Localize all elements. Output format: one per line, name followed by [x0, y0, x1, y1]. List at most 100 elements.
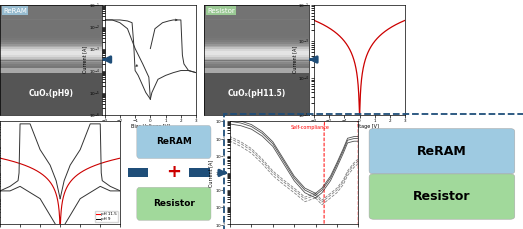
- Bar: [204, 73, 309, 114]
- Bar: [0, 23, 102, 25]
- Bar: [0, 42, 102, 44]
- Bar: [0, 74, 102, 75]
- Bar: [204, 98, 309, 100]
- Bar: [0, 64, 102, 66]
- Bar: [204, 57, 309, 59]
- Bar: [0, 83, 102, 85]
- Bar: [204, 59, 309, 60]
- Bar: [0, 109, 102, 111]
- Y-axis label: Current [A]: Current [A]: [208, 159, 213, 186]
- Bar: [204, 44, 309, 46]
- Bar: [204, 51, 309, 53]
- Bar: [0, 51, 102, 53]
- Bar: [204, 3, 309, 5]
- Bar: [0, 77, 102, 79]
- Bar: [204, 64, 309, 66]
- Text: ReRAM: ReRAM: [3, 8, 27, 14]
- Bar: [0, 10, 102, 12]
- Bar: [0, 27, 102, 29]
- Bar: [204, 14, 309, 16]
- Bar: [0, 72, 102, 74]
- Bar: [0, 57, 102, 59]
- Bar: [204, 101, 309, 103]
- Bar: [0, 85, 102, 87]
- Bar: [0, 75, 102, 77]
- Bar: [204, 85, 309, 87]
- Bar: [204, 96, 309, 98]
- Bar: [0, 59, 102, 60]
- Bar: [204, 33, 309, 34]
- Bar: [204, 72, 309, 74]
- Bar: [204, 10, 309, 12]
- Bar: [204, 109, 309, 111]
- Bar: [189, 168, 210, 177]
- Bar: [204, 88, 309, 90]
- Bar: [204, 19, 309, 21]
- Text: CuOₓ(pH11.5): CuOₓ(pH11.5): [227, 89, 286, 98]
- Bar: [204, 103, 309, 105]
- Bar: [204, 16, 309, 18]
- Bar: [128, 168, 149, 177]
- Bar: [0, 16, 102, 18]
- Bar: [204, 53, 309, 55]
- Bar: [204, 66, 309, 68]
- Bar: [204, 25, 309, 27]
- Bar: [204, 23, 309, 25]
- Bar: [0, 31, 102, 33]
- Bar: [0, 103, 102, 105]
- Bar: [204, 62, 309, 64]
- Bar: [204, 21, 309, 23]
- Bar: [204, 83, 309, 85]
- Bar: [0, 105, 102, 107]
- Bar: [0, 44, 102, 46]
- Bar: [0, 36, 102, 38]
- Bar: [0, 29, 102, 31]
- Bar: [0, 60, 102, 62]
- Bar: [0, 88, 102, 90]
- Bar: [204, 87, 309, 88]
- Bar: [0, 3, 102, 5]
- Bar: [204, 8, 309, 10]
- Bar: [204, 60, 309, 62]
- Legend: pH 11.5, pH 9: pH 11.5, pH 9: [95, 211, 118, 222]
- Bar: [0, 5, 102, 6]
- Bar: [204, 40, 309, 42]
- Bar: [0, 96, 102, 98]
- FancyBboxPatch shape: [369, 174, 515, 219]
- Text: ReRAM: ReRAM: [417, 145, 467, 158]
- Bar: [204, 5, 309, 6]
- Bar: [0, 70, 102, 72]
- Bar: [0, 101, 102, 103]
- Bar: [0, 107, 102, 109]
- Bar: [204, 74, 309, 75]
- Bar: [0, 19, 102, 21]
- Bar: [204, 47, 309, 49]
- Text: CuOₓ(pH9): CuOₓ(pH9): [28, 89, 74, 98]
- Bar: [0, 21, 102, 23]
- Bar: [0, 92, 102, 94]
- Text: Resistor: Resistor: [153, 199, 195, 208]
- Bar: [204, 34, 309, 36]
- Bar: [204, 81, 309, 83]
- Bar: [204, 105, 309, 107]
- Bar: [204, 92, 309, 94]
- Bar: [204, 55, 309, 57]
- Bar: [204, 27, 309, 29]
- Bar: [204, 107, 309, 109]
- Bar: [204, 70, 309, 72]
- Bar: [0, 100, 102, 101]
- Bar: [204, 90, 309, 92]
- Bar: [204, 111, 309, 113]
- Bar: [204, 42, 309, 44]
- Bar: [0, 68, 102, 73]
- Bar: [204, 29, 309, 31]
- Text: Resistor: Resistor: [413, 190, 471, 203]
- Bar: [204, 36, 309, 38]
- Bar: [0, 6, 102, 8]
- FancyBboxPatch shape: [369, 129, 515, 174]
- Bar: [0, 46, 102, 47]
- Text: +: +: [166, 163, 181, 181]
- Bar: [204, 75, 309, 77]
- Bar: [0, 14, 102, 16]
- Bar: [0, 113, 102, 114]
